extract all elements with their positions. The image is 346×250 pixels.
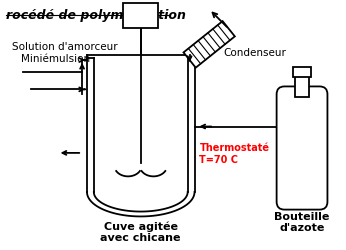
Bar [123,3,158,28]
Polygon shape [183,21,235,68]
Bar [293,67,311,77]
Text: Cuve agitée
avec chicane: Cuve agitée avec chicane [100,221,181,244]
Text: Thermostaté
T=70 C: Thermostaté T=70 C [199,143,270,165]
FancyBboxPatch shape [276,86,327,210]
Text: rocédé de polymérisation: rocédé de polymérisation [6,9,186,22]
Text: Miniémulsion: Miniémulsion [21,54,91,64]
Text: Bouteille
d'azote: Bouteille d'azote [274,212,330,233]
Text: Condenseur: Condenseur [224,48,287,58]
Bar [295,75,309,97]
Text: Solution d'amorceur: Solution d'amorceur [12,42,117,52]
